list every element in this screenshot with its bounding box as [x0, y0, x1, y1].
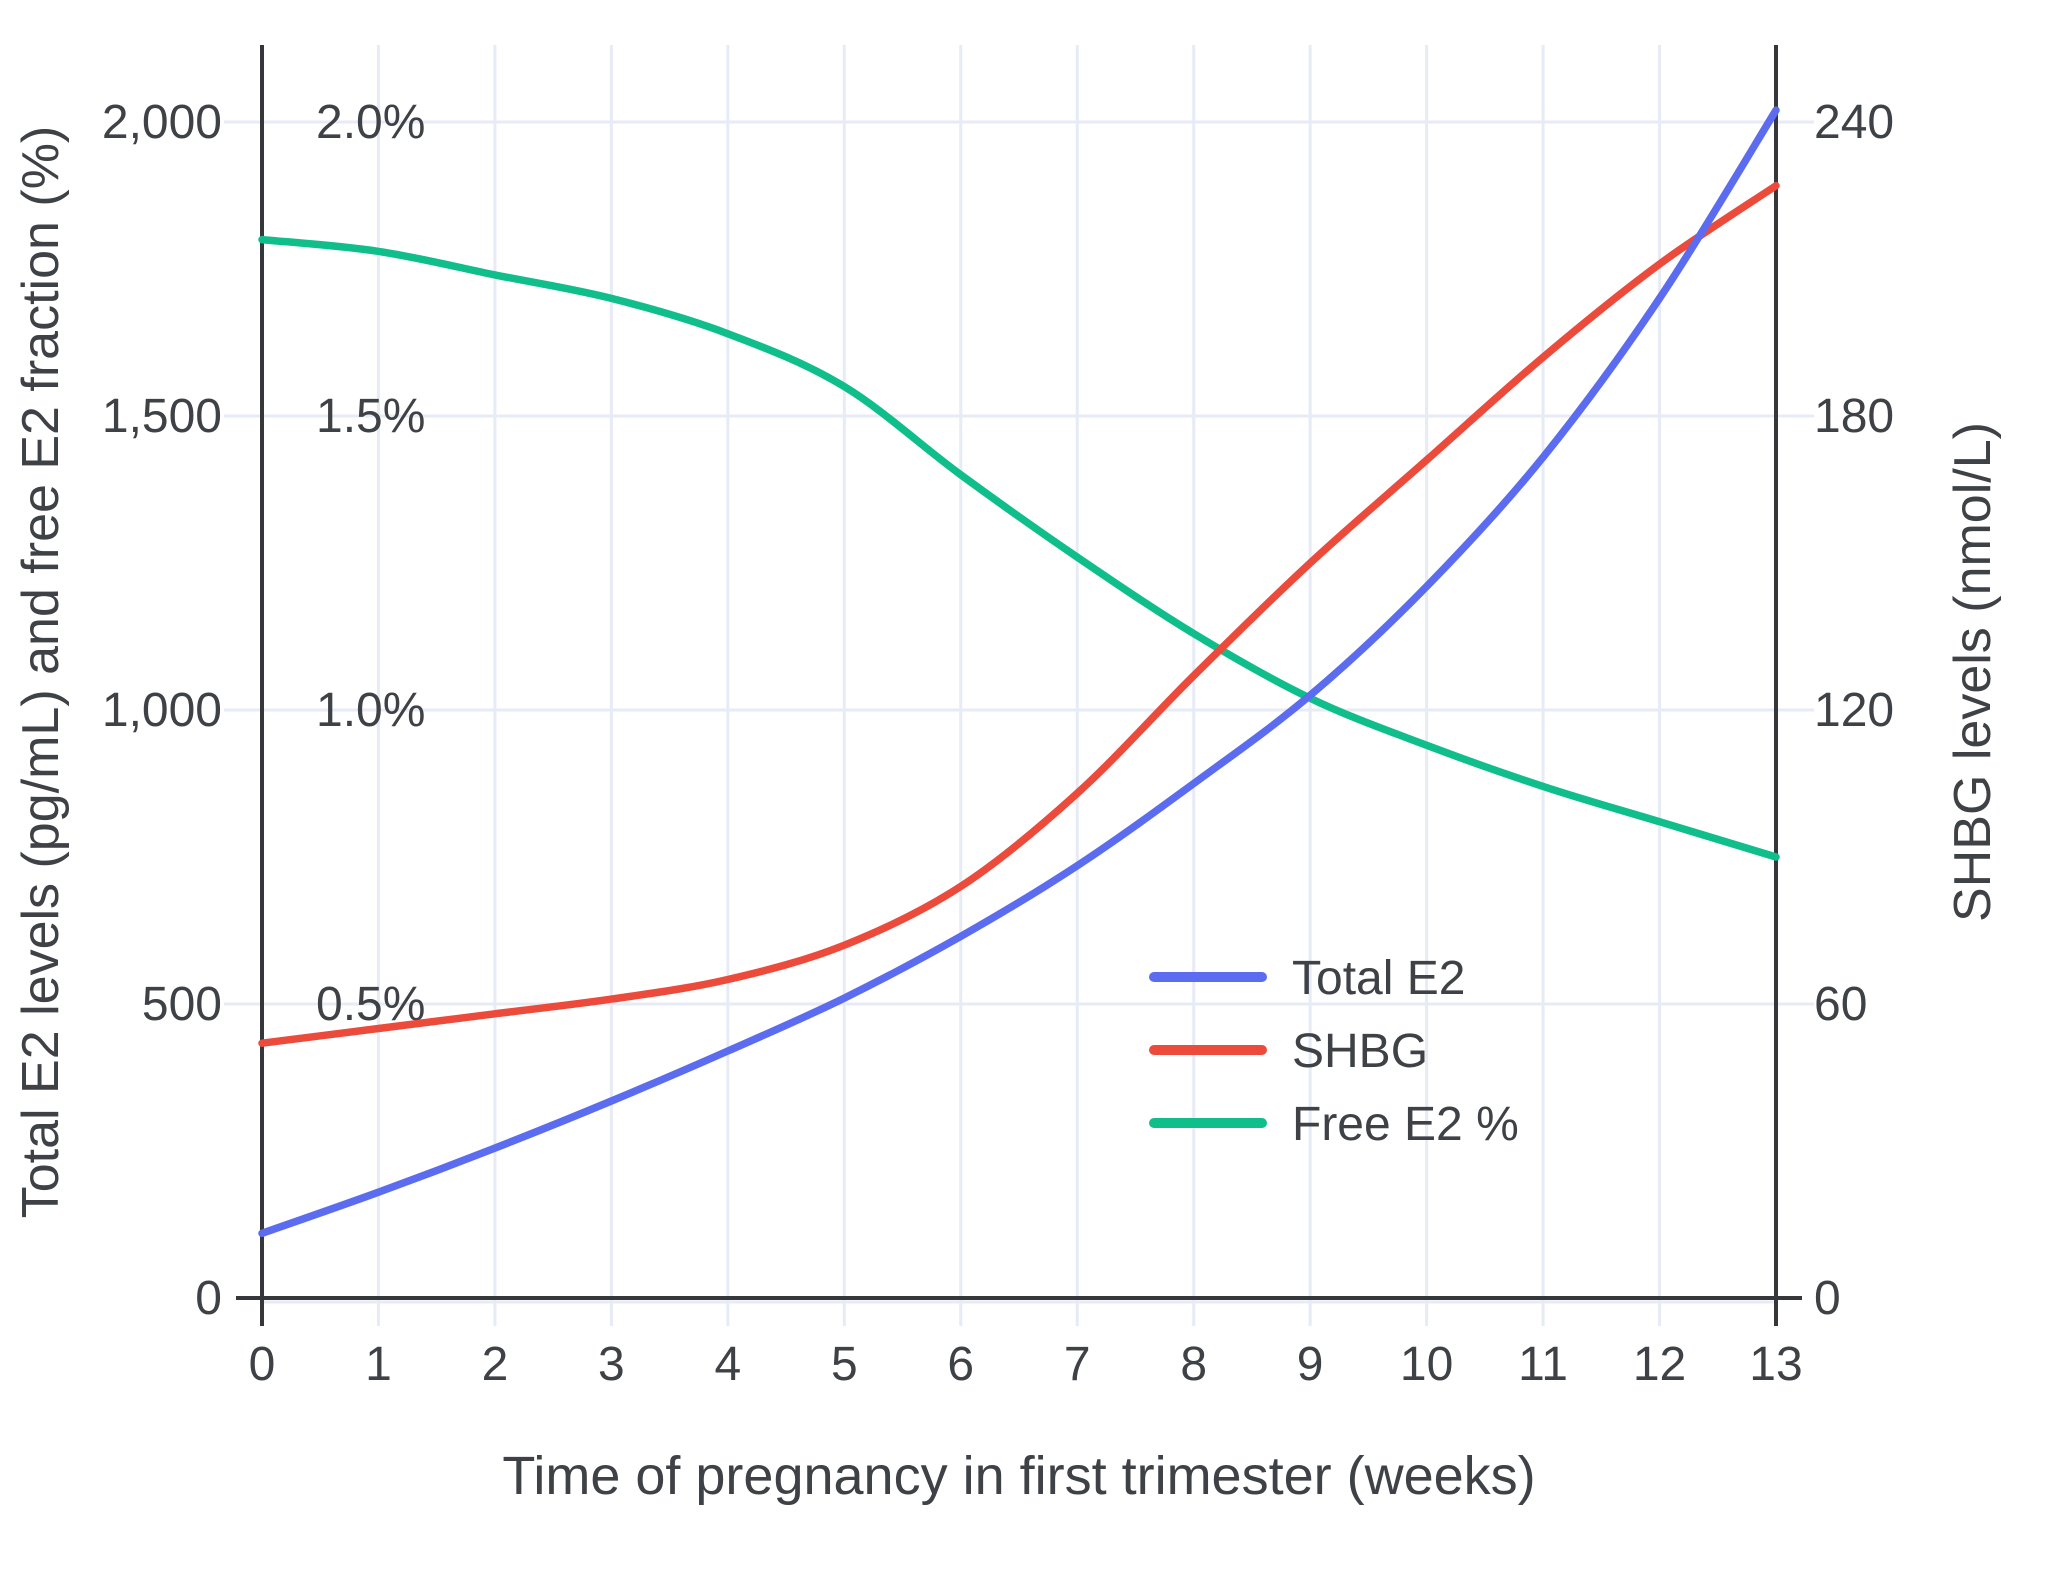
x-tick-label: 0: [249, 1338, 276, 1391]
x-axis-title: Time of pregnancy in first trimester (we…: [502, 1446, 1535, 1506]
y-left-tick-label: 500: [142, 978, 222, 1031]
series-layer: [258, 106, 1780, 1238]
legend-swatch-free-e2: [1149, 1118, 1267, 1128]
y-left-tick-label: 2,000: [102, 96, 222, 149]
grid-layer: [262, 45, 1776, 1304]
y-percent-tick-label: 2.0%: [316, 96, 425, 149]
tick-layer: [224, 120, 1814, 1326]
y-left-tick-label: 1,500: [102, 390, 222, 443]
y-left-tick-label: 0: [195, 1272, 222, 1325]
y-percent-tick-label: 1.0%: [316, 684, 425, 737]
y-right-axis-title: SHBG levels (nmol/L): [1944, 422, 2002, 922]
x-tick-label: 6: [947, 1338, 974, 1391]
series-line-shbg: [258, 181, 1780, 1047]
legend-item-shbg: SHBG: [1149, 1025, 1428, 1078]
x-tick-label: 12: [1633, 1338, 1686, 1391]
y-right-tick-label: 180: [1814, 390, 1894, 443]
legend-item-total-e2: Total E2: [1149, 952, 1465, 1005]
y-left-tick-label: 1,000: [102, 684, 222, 737]
legend-item-free-e2: Free E2 %: [1149, 1098, 1519, 1151]
legend-label-total-e2: Total E2: [1292, 952, 1465, 1005]
y-right-tick-label: 240: [1814, 96, 1894, 149]
series-line-free-e2: [258, 235, 1780, 861]
x-tick-label: 1: [365, 1338, 392, 1391]
x-tick-label: 7: [1064, 1338, 1091, 1391]
y-right-tick-label: 120: [1814, 684, 1894, 737]
y-percent-tick-label: 1.5%: [316, 390, 425, 443]
x-tick-label: 8: [1180, 1338, 1207, 1391]
legend: Total E2 SHBG Free E2 %: [1149, 952, 1519, 1151]
legend-swatch-shbg: [1149, 1045, 1267, 1055]
x-tick-label: 10: [1400, 1338, 1453, 1391]
y-left-axis-title: Total E2 levels (pg/mL) and free E2 frac…: [12, 126, 70, 1218]
legend-swatch-total-e2: [1149, 972, 1267, 982]
x-tick-label: 2: [482, 1338, 509, 1391]
x-tick-label: 13: [1749, 1338, 1802, 1391]
legend-label-free-e2: Free E2 %: [1292, 1098, 1519, 1151]
x-tick-label: 5: [831, 1338, 858, 1391]
legend-label-shbg: SHBG: [1292, 1025, 1428, 1078]
series-line-total-e2: [258, 106, 1780, 1238]
y-right-tick-label: 60: [1814, 978, 1867, 1031]
x-tick-label: 11: [1518, 1338, 1568, 1391]
axis-layer: [236, 45, 1802, 1326]
y-right-tick-label: 0: [1814, 1272, 1841, 1325]
axis-tick-labels: 05001,0001,5002,0000.5%1.0%1.5%2.0%06012…: [102, 96, 1894, 1391]
x-tick-label: 9: [1297, 1338, 1324, 1391]
x-tick-label: 3: [598, 1338, 625, 1391]
x-tick-label: 4: [714, 1338, 741, 1391]
